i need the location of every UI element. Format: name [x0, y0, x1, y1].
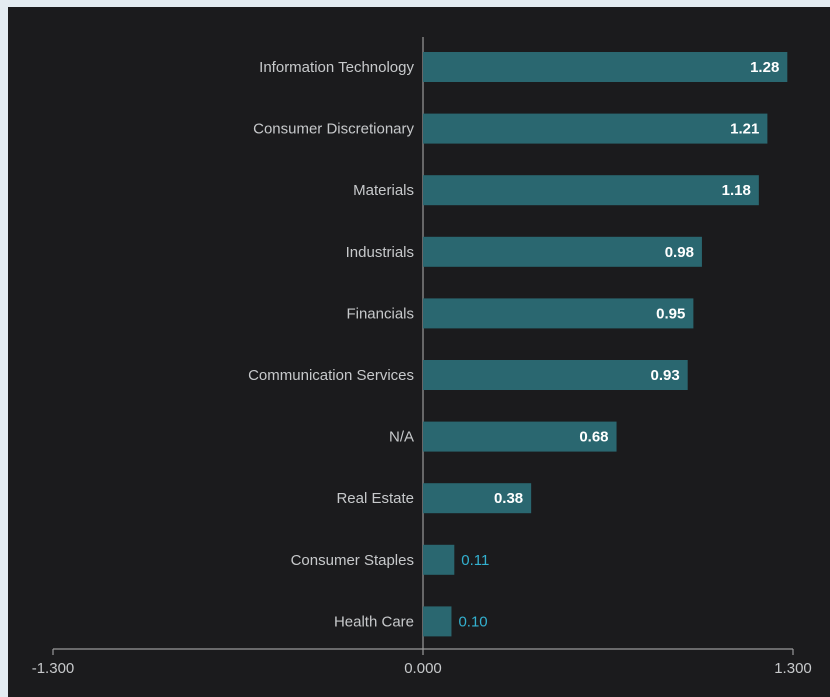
data-label: 0.98	[665, 244, 694, 261]
bar	[423, 298, 694, 329]
bar	[423, 236, 702, 267]
bar	[423, 421, 617, 452]
data-label: 0.95	[656, 305, 685, 322]
category-label: Consumer Discretionary	[253, 121, 414, 138]
bar	[423, 606, 452, 637]
bar	[423, 52, 788, 82]
category-label: Real Estate	[336, 490, 414, 507]
data-label: 0.68	[579, 429, 608, 446]
data-label: 0.93	[650, 367, 679, 384]
category-label: Consumer Staples	[291, 552, 414, 569]
data-label: 0.11	[461, 552, 489, 569]
bar	[423, 544, 455, 575]
bar	[423, 175, 759, 206]
bar	[423, 360, 688, 390]
x-tick-label: 0.000	[404, 660, 442, 677]
data-label: 1.28	[750, 59, 779, 76]
x-tick-label: 1.300	[774, 660, 812, 677]
data-label: 1.21	[730, 121, 759, 138]
x-tick-label: -1.300	[32, 660, 75, 677]
category-label: Communication Services	[248, 367, 414, 384]
category-label: Information Technology	[259, 59, 414, 76]
category-label: Financials	[346, 305, 414, 322]
data-label: 1.18	[722, 182, 751, 199]
chart-panel: Information Technology 1.28 Consumer Discr…	[8, 7, 830, 697]
category-label: Materials	[353, 182, 414, 199]
bar	[423, 113, 768, 144]
data-label: 0.10	[458, 613, 487, 630]
data-label: 0.38	[494, 490, 523, 507]
bar-chart: Information Technology 1.28 Consumer Discr…	[32, 37, 812, 677]
category-label: Health Care	[334, 613, 414, 630]
bar	[423, 483, 532, 514]
category-label: Industrials	[346, 244, 414, 261]
category-label: N/A	[389, 429, 414, 446]
